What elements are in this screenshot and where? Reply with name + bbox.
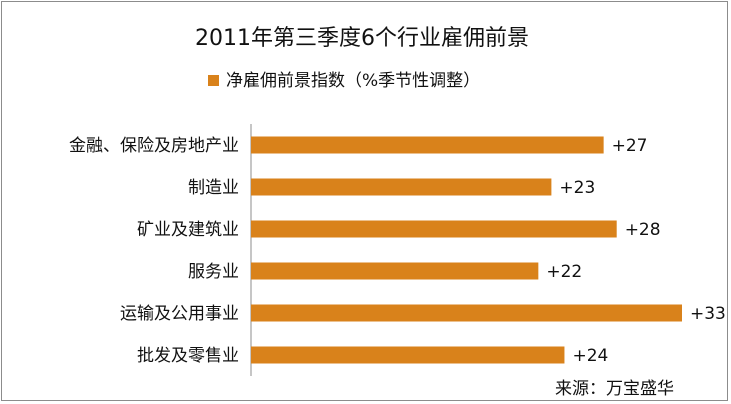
chart-title: 2011年第三季度6个行业雇佣前景 [195, 26, 529, 51]
bar [251, 262, 539, 280]
category-label: 批发及零售业 [137, 346, 239, 366]
source-note: 来源：万宝盛华 [555, 379, 674, 399]
bar [251, 304, 682, 322]
value-label: +22 [546, 262, 582, 282]
value-label: +27 [612, 136, 648, 156]
bars-layer: 金融、保险及房地产业 +27 制造业 +23 矿业及建筑业 +28 服务业 +22 运输及公用事… [69, 136, 726, 366]
category-label: 金融、保险及房地产业 [69, 136, 239, 156]
category-label: 矿业及建筑业 [137, 220, 239, 240]
legend-label: 净雇佣前景指数（%季节性调整） [226, 71, 480, 91]
value-label: +33 [690, 304, 726, 324]
bar [251, 178, 552, 196]
bar [251, 220, 617, 238]
bar [251, 136, 604, 154]
bar [251, 346, 565, 364]
value-label: +23 [559, 178, 595, 198]
category-label: 运输及公用事业 [120, 304, 239, 324]
legend-swatch [208, 75, 219, 86]
value-label: +28 [625, 220, 661, 240]
category-label: 制造业 [188, 178, 239, 198]
value-label: +24 [572, 346, 608, 366]
category-label: 服务业 [188, 262, 239, 282]
